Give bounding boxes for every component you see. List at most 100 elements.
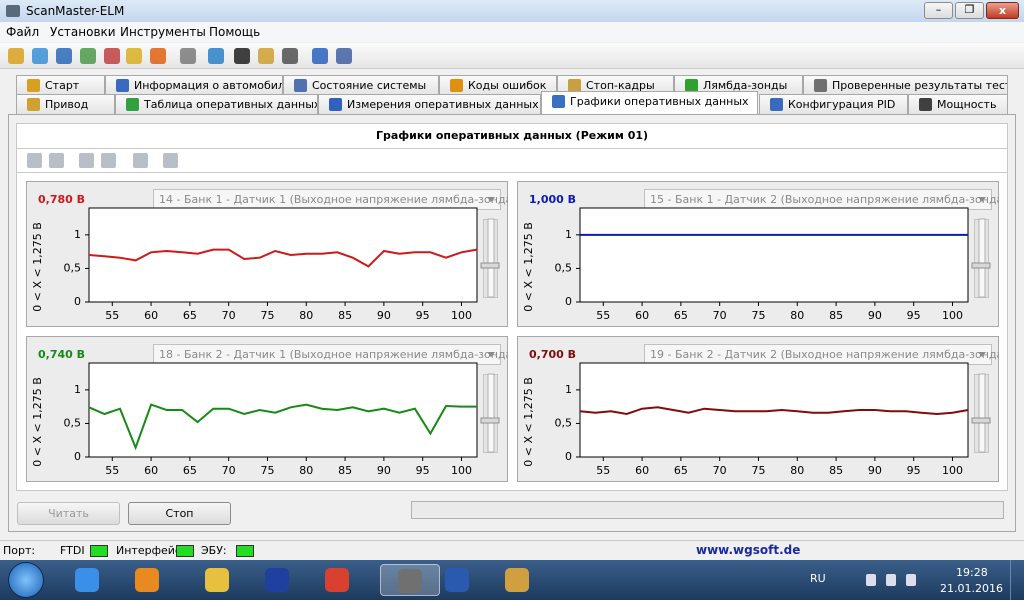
graph-tool-button[interactable]	[101, 153, 116, 168]
chart: 0,740 В 18 - Банк 2 - Датчик 1 (Выходное …	[26, 336, 508, 482]
toolbar-button[interactable]	[80, 48, 96, 64]
graph-tool-button[interactable]	[79, 153, 94, 168]
x-tick-label: 70	[222, 464, 236, 477]
series-line	[579, 406, 969, 416]
toolbar-button[interactable]	[150, 48, 166, 64]
toolbar-button[interactable]	[56, 48, 72, 64]
tray-icon[interactable]	[866, 574, 876, 586]
read-button[interactable]: Читать	[17, 502, 120, 525]
maximize-button[interactable]: ❐	[955, 2, 984, 19]
taskbar-app[interactable]	[200, 564, 234, 596]
tab-icon	[329, 98, 342, 111]
x-tick-label: 85	[338, 309, 352, 322]
toolbar-button[interactable]	[234, 48, 250, 64]
x-tick-label: 95	[907, 309, 921, 322]
taskbar: RU 19:28 21.01.2016	[0, 560, 1024, 600]
menu-item[interactable]: Инструменты	[120, 25, 206, 39]
menu-item[interactable]: Помощь	[209, 25, 261, 39]
x-tick-label: 95	[907, 464, 921, 477]
tab-icon	[116, 79, 129, 92]
clock-time: 19:28	[956, 566, 988, 579]
zoom-slider-knob[interactable]	[480, 262, 500, 269]
series-line	[88, 248, 478, 268]
graph-tool-button[interactable]	[27, 153, 42, 168]
tab[interactable]: Привод	[16, 94, 115, 114]
chart: 1,000 В 15 - Банк 1 - Датчик 2 (Выходное …	[517, 181, 999, 327]
zoom-slider-knob[interactable]	[480, 417, 500, 424]
interface-label: Интерфейс:	[116, 544, 185, 557]
close-button[interactable]: x	[986, 2, 1019, 19]
tab[interactable]: Стоп-кадры	[557, 75, 674, 95]
zoom-slider-knob[interactable]	[971, 417, 991, 424]
zoom-slider-thumb[interactable]	[487, 373, 495, 453]
tab[interactable]: Информация о автомобиле	[105, 75, 283, 95]
zoom-slider-knob[interactable]	[971, 262, 991, 269]
x-tick-label: 80	[790, 309, 804, 322]
show-desktop[interactable]	[1010, 560, 1024, 600]
minimize-button[interactable]: –	[924, 2, 953, 19]
x-tick-label: 65	[674, 464, 688, 477]
menu-item[interactable]: Установки	[50, 25, 116, 39]
reading: 0,780 В	[38, 193, 85, 206]
toolbar-button[interactable]	[312, 48, 328, 64]
tab[interactable]: Проверенные результаты теста	[803, 75, 1008, 95]
toolbar-button[interactable]	[180, 48, 196, 64]
taskbar-app[interactable]	[130, 564, 164, 596]
zoom-slider-thumb[interactable]	[978, 218, 986, 298]
x-tick-label: 65	[183, 309, 197, 322]
reading: 0,700 В	[529, 348, 576, 361]
tray-icon[interactable]	[886, 574, 896, 586]
x-tick-label: 65	[674, 309, 688, 322]
tab-strip: Старт Информация о автомобиле Состояние си…	[0, 74, 1024, 116]
taskbar-app[interactable]	[70, 564, 104, 596]
language[interactable]: RU	[810, 572, 826, 585]
taskbar-app[interactable]	[320, 564, 354, 596]
tray-icon[interactable]	[906, 574, 916, 586]
taskbar-app[interactable]	[260, 564, 294, 596]
clock-date: 21.01.2016	[940, 582, 1003, 595]
y-tick-label: 1	[565, 228, 572, 241]
toolbar-button[interactable]	[208, 48, 224, 64]
tab[interactable]: Старт	[16, 75, 105, 95]
toolbar-button[interactable]	[336, 48, 352, 64]
tab[interactable]: Коды ошибок	[439, 75, 557, 95]
tab[interactable]: Мощность	[908, 94, 1008, 114]
taskbar-app[interactable]	[380, 564, 440, 596]
toolbar	[0, 43, 1024, 69]
toolbar-button[interactable]	[8, 48, 24, 64]
toolbar-button[interactable]	[282, 48, 298, 64]
tab[interactable]: Конфигурация PID	[759, 94, 908, 114]
ftdi-led	[90, 545, 108, 557]
x-tick-label: 60	[144, 309, 158, 322]
toolbar-button[interactable]	[104, 48, 120, 64]
tab-icon	[685, 79, 698, 92]
toolbar-button[interactable]	[32, 48, 48, 64]
y-axis-label: 0 < X < 1,275 В	[31, 222, 44, 312]
stop-button[interactable]: Стоп	[128, 502, 231, 525]
toolbar-button[interactable]	[258, 48, 274, 64]
zoom-slider-thumb[interactable]	[487, 218, 495, 298]
x-tick-label: 55	[596, 309, 610, 322]
taskbar-app[interactable]	[440, 564, 474, 596]
tab[interactable]: Графики оперативных данных	[541, 91, 758, 114]
ecu-led	[236, 545, 254, 557]
tab[interactable]: Измерения оперативных данных	[318, 94, 541, 114]
tab-icon	[294, 79, 307, 92]
graph-tool-button[interactable]	[49, 153, 64, 168]
website[interactable]: www.wgsoft.de	[696, 543, 801, 557]
x-tick-label: 70	[222, 309, 236, 322]
start-button[interactable]	[8, 562, 44, 598]
taskbar-app[interactable]	[500, 564, 534, 596]
y-axis-label: 0 < X < 1,275 В	[31, 377, 44, 467]
tab[interactable]: Состояние системы	[283, 75, 439, 95]
menu-item[interactable]: Файл	[6, 25, 40, 39]
zoom-slider-thumb[interactable]	[978, 373, 986, 453]
tab-icon	[27, 98, 40, 111]
sensor-label: 14 - Банк 1 - Датчик 1 (Выходное напряже…	[159, 193, 508, 206]
graph-tool-button[interactable]	[163, 153, 178, 168]
progress-bar	[411, 501, 1004, 519]
tab[interactable]: Таблица оперативных данных	[115, 94, 318, 114]
tab[interactable]: Лямбда-зонды	[674, 75, 803, 95]
graph-tool-button[interactable]	[133, 153, 148, 168]
toolbar-button[interactable]	[126, 48, 142, 64]
